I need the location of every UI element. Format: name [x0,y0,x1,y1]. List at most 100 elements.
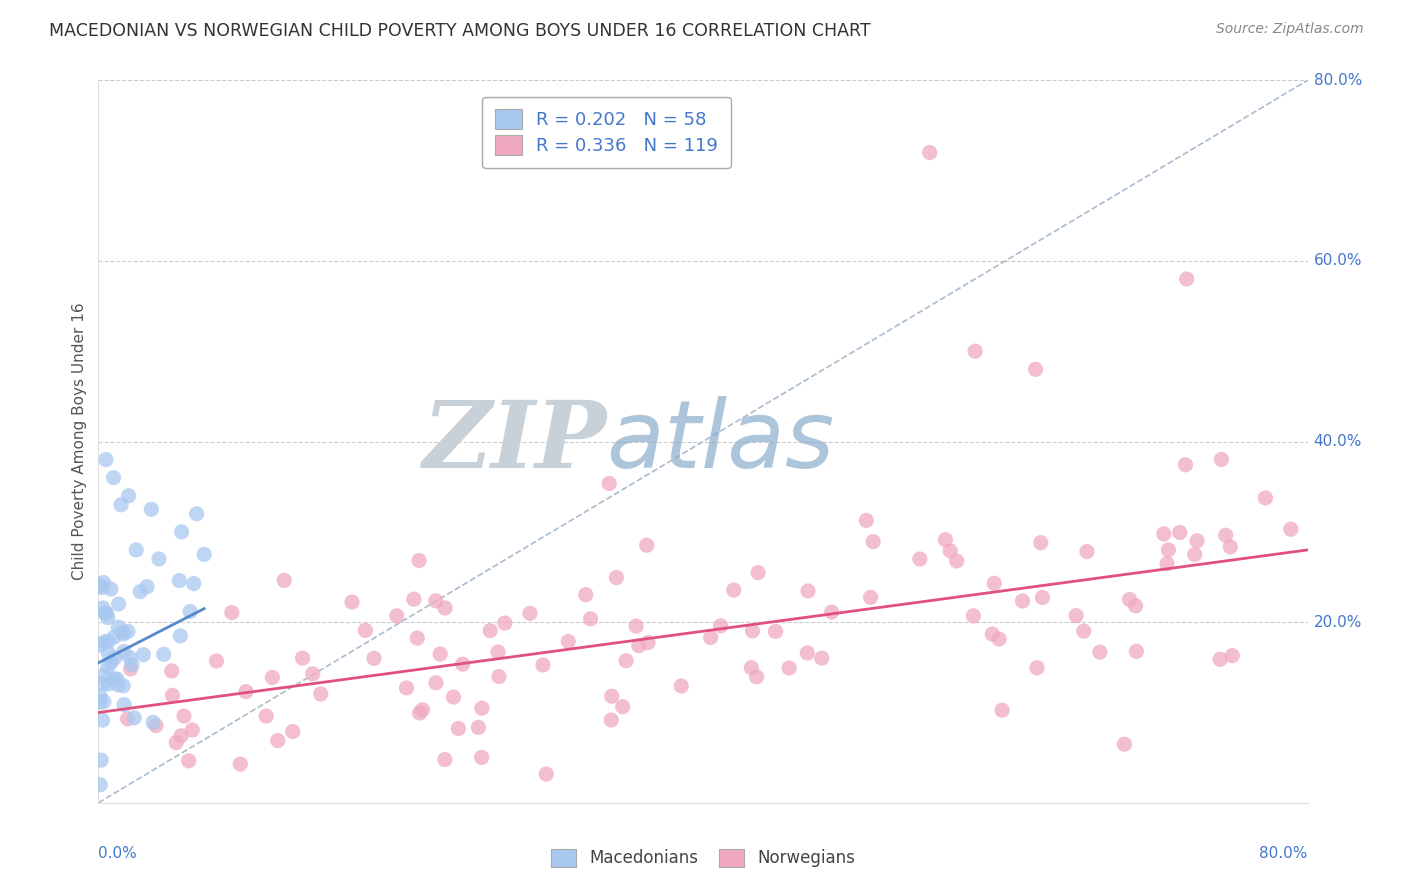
Point [1279,522,1302,536]
Point [91,581,114,595]
Point [965,344,987,359]
Point [107,678,129,692]
Point [1215,528,1237,542]
Point [173,709,195,723]
Text: 0.0%: 0.0% [98,847,138,861]
Point [411,703,433,717]
Point [614,654,637,668]
Point [104,651,127,665]
Point [89,579,111,593]
Point [112,698,135,712]
Point [120,662,142,676]
Point [600,713,623,727]
Point [402,592,425,607]
Text: 20.0%: 20.0% [1313,615,1362,630]
Point [855,513,877,527]
Point [363,651,385,665]
Point [129,584,152,599]
Point [125,542,148,557]
Point [1073,624,1095,639]
Point [179,605,201,619]
Point [939,544,962,558]
Point [1185,533,1208,548]
Point [745,670,768,684]
Point [710,619,733,633]
Point [107,597,129,611]
Point [699,631,721,645]
Point [91,713,114,727]
Legend: Macedonians, Norwegians: Macedonians, Norwegians [544,842,862,874]
Point [97,646,120,660]
Text: atlas: atlas [606,396,835,487]
Point [1024,362,1046,376]
Point [141,502,163,516]
Point [90,753,112,767]
Point [536,767,558,781]
Point [103,630,125,644]
Point [934,533,956,547]
Point [443,690,465,704]
Point [810,651,832,665]
Point [193,548,215,562]
Point [97,660,120,674]
Point [1168,525,1191,540]
Point [96,606,118,620]
Point [118,650,141,665]
Point [429,647,451,661]
Point [1031,591,1053,605]
Point [281,724,304,739]
Point [132,648,155,662]
Point [1064,608,1087,623]
Point [94,606,117,620]
Point [636,538,658,552]
Point [170,729,193,743]
Point [103,672,125,686]
Point [254,709,277,723]
Text: ZIP: ZIP [422,397,606,486]
Point [177,754,200,768]
Point [820,605,842,619]
Point [624,619,647,633]
Point [983,576,1005,591]
Point [796,646,818,660]
Point [1209,652,1232,666]
Point [406,631,429,645]
Point [97,677,120,691]
Point [723,583,745,598]
Point [918,145,941,160]
Point [433,752,456,766]
Point [862,534,884,549]
Point [89,638,111,652]
Point [105,672,128,686]
Point [385,608,408,623]
Point [354,624,377,638]
Point [229,757,252,772]
Text: 80.0%: 80.0% [1260,847,1308,861]
Point [117,624,139,639]
Point [273,574,295,588]
Y-axis label: Child Poverty Among Boys Under 16: Child Poverty Among Boys Under 16 [72,302,87,581]
Point [170,524,193,539]
Point [605,570,627,584]
Point [89,689,111,703]
Point [451,657,474,672]
Point [118,489,141,503]
Point [112,644,135,658]
Point [637,635,659,649]
Point [100,582,122,596]
Point [557,634,579,648]
Point [1125,599,1147,613]
Point [340,595,363,609]
Point [136,580,159,594]
Point [467,720,489,734]
Point [600,690,623,704]
Point [627,639,650,653]
Point [1153,527,1175,541]
Point [598,476,620,491]
Point [1219,540,1241,554]
Point [162,688,184,702]
Point [91,676,114,690]
Point [235,684,257,698]
Point [309,687,332,701]
Point [908,552,931,566]
